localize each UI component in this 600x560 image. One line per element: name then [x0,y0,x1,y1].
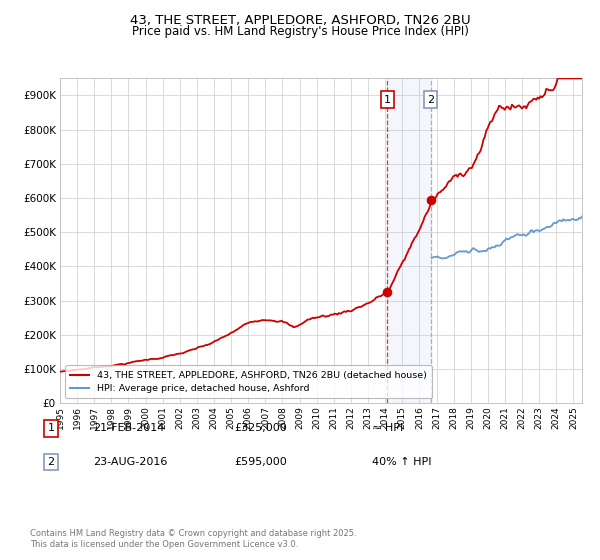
Text: 2: 2 [427,95,434,105]
Text: £325,000: £325,000 [234,423,287,433]
Text: 40% ↑ HPI: 40% ↑ HPI [372,457,431,467]
Text: 1: 1 [47,423,55,433]
Text: 23-AUG-2016: 23-AUG-2016 [93,457,167,467]
Point [383,288,392,297]
Point [426,195,436,204]
Text: ≈ HPI: ≈ HPI [372,423,403,433]
Text: Contains HM Land Registry data © Crown copyright and database right 2025.
This d: Contains HM Land Registry data © Crown c… [30,529,356,549]
Text: 1: 1 [384,95,391,105]
Bar [388,78,431,403]
Text: 43, THE STREET, APPLEDORE, ASHFORD, TN26 2BU: 43, THE STREET, APPLEDORE, ASHFORD, TN26… [130,14,470,27]
Legend: 43, THE STREET, APPLEDORE, ASHFORD, TN26 2BU (detached house), HPI: Average pric: 43, THE STREET, APPLEDORE, ASHFORD, TN26… [65,365,433,399]
Text: 21-FEB-2014: 21-FEB-2014 [93,423,164,433]
Text: 2: 2 [47,457,55,467]
Text: Price paid vs. HM Land Registry's House Price Index (HPI): Price paid vs. HM Land Registry's House … [131,25,469,38]
Text: £595,000: £595,000 [234,457,287,467]
